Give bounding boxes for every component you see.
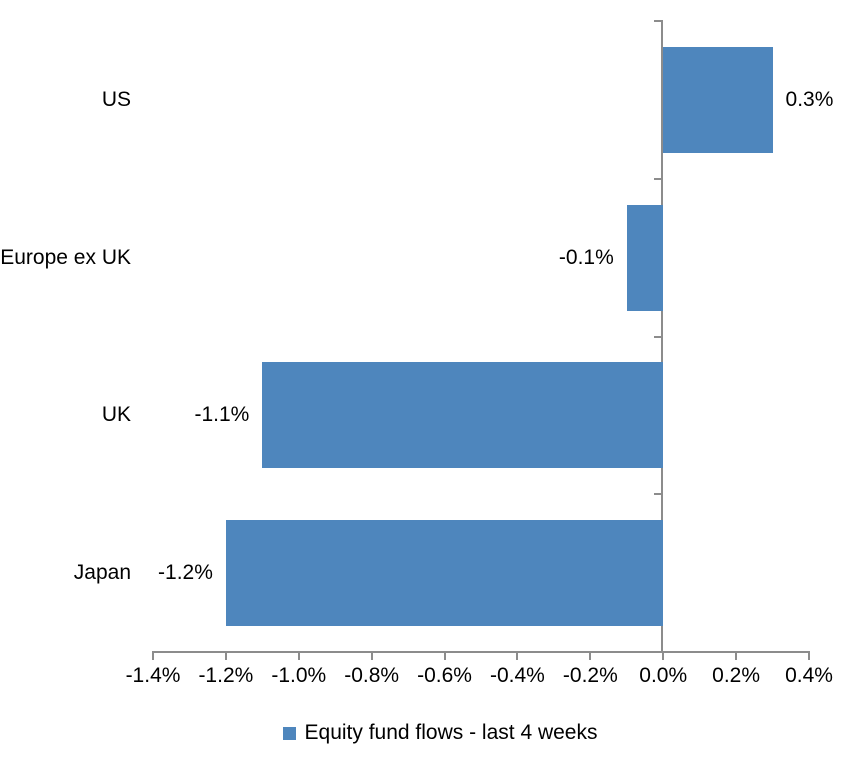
value-axis-tick-label: -0.8% bbox=[344, 664, 400, 687]
data-label-us: 0.3% bbox=[785, 87, 834, 111]
bar-europe-ex-uk bbox=[626, 204, 664, 311]
category-label-japan: Japan bbox=[73, 561, 131, 585]
value-axis-line bbox=[152, 651, 810, 653]
category-axis-tick bbox=[654, 335, 664, 338]
value-axis-tick-label: -1.4% bbox=[125, 664, 181, 687]
legend: Equity fund flows - last 4 weeks bbox=[14, 721, 852, 745]
value-axis-tick bbox=[152, 651, 154, 660]
value-axis-tick bbox=[443, 651, 446, 660]
value-axis-tick-label: -0.6% bbox=[417, 664, 472, 687]
bar-japan bbox=[225, 520, 664, 627]
value-axis-tick bbox=[516, 651, 519, 660]
category-axis-tick bbox=[654, 493, 664, 496]
value-axis-tick-label: 0.4% bbox=[785, 664, 833, 687]
category-axis-tick bbox=[654, 651, 664, 653]
bar-us bbox=[663, 46, 773, 153]
value-axis-tick bbox=[224, 651, 227, 660]
legend-label: Equity fund flows - last 4 weeks bbox=[304, 721, 598, 744]
category-axis-tick bbox=[654, 177, 664, 180]
value-axis-tick bbox=[808, 651, 810, 660]
value-axis-tick-label: -0.4% bbox=[490, 664, 545, 687]
legend-swatch-icon bbox=[282, 726, 296, 740]
value-axis-tick bbox=[589, 651, 592, 660]
category-label-europe-ex-uk: Europe ex UK bbox=[0, 245, 131, 269]
value-axis-tick bbox=[297, 651, 300, 660]
value-axis-tick bbox=[735, 651, 738, 660]
value-axis-tick bbox=[370, 651, 373, 660]
value-axis-tick-label: 0.2% bbox=[712, 664, 761, 687]
bar-uk bbox=[262, 362, 664, 469]
category-axis-tick bbox=[654, 20, 664, 22]
data-label-japan: -1.2% bbox=[158, 561, 213, 585]
value-axis-tick-label: 0.0% bbox=[639, 664, 688, 687]
value-axis-tick-label: -1.2% bbox=[198, 664, 254, 687]
value-axis-tick bbox=[662, 651, 665, 660]
value-axis-tick-label: -0.2% bbox=[562, 664, 618, 687]
category-label-us: US bbox=[101, 87, 131, 111]
data-label-uk: -1.1% bbox=[194, 403, 250, 427]
category-label-uk: UK bbox=[101, 403, 131, 427]
data-label-europe-ex-uk: -0.1% bbox=[558, 245, 614, 269]
value-axis-tick-label: -1.0% bbox=[271, 664, 327, 687]
